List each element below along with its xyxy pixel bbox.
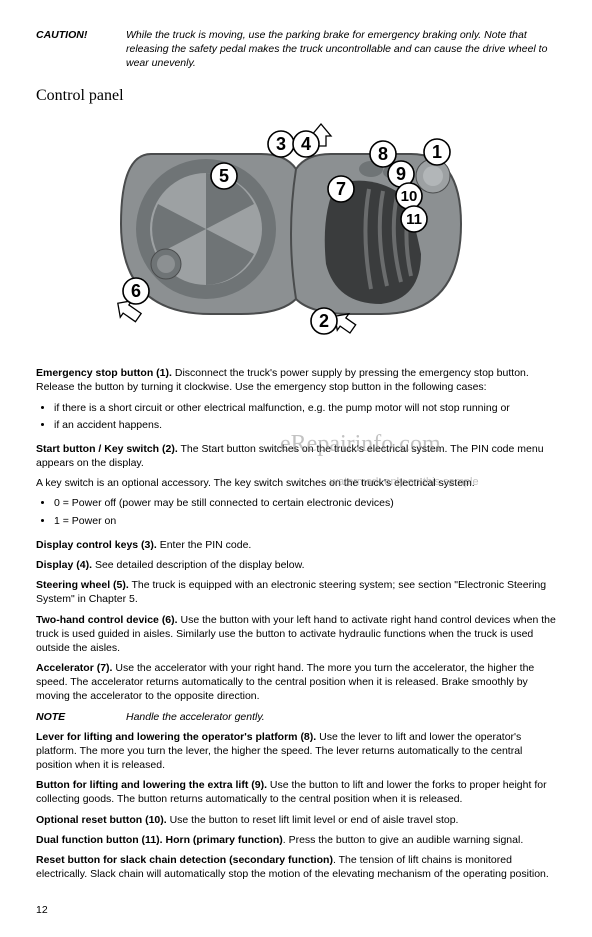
item-5-head: Steering wheel (5). <box>36 579 129 591</box>
item-2-bullets: 0 = Power off (power may be still connec… <box>36 496 556 527</box>
svg-text:2: 2 <box>319 311 329 331</box>
item-3: Display control keys (3). Enter the PIN … <box>36 538 556 552</box>
callout-7: 7 <box>328 176 354 202</box>
svg-text:9: 9 <box>396 164 406 184</box>
item-1-bullets: if there is a short circuit or other ele… <box>36 401 556 432</box>
item-8: Lever for lifting and lowering the opera… <box>36 730 556 773</box>
svg-text:1: 1 <box>432 142 442 162</box>
caution-label: CAUTION! <box>36 28 126 71</box>
callout-10: 10 <box>396 183 422 209</box>
item-4-text: See detailed description of the display … <box>92 559 304 571</box>
item-11: Dual function button (11). Horn (primary… <box>36 833 556 847</box>
item-3-head: Display control keys (3). <box>36 539 157 551</box>
control-panel-svg: 1 2 3 4 5 6 7 8 9 10 11 <box>111 114 481 344</box>
item-9: Button for lifting and lowering the extr… <box>36 778 556 806</box>
item-2b: A key switch is an optional accessory. T… <box>36 476 556 490</box>
note-label: NOTE <box>36 710 126 724</box>
item-12: Reset button for slack chain detection (… <box>36 853 556 881</box>
callout-1: 1 <box>424 139 450 165</box>
callout-3: 3 <box>268 131 294 157</box>
item-3-text: Enter the PIN code. <box>157 539 252 551</box>
control-panel-figure: 1 2 3 4 5 6 7 8 9 10 11 <box>36 114 556 348</box>
item-10-text: Use the button to reset lift limit level… <box>167 814 459 826</box>
page-number: 12 <box>36 903 556 917</box>
caution-text: While the truck is moving, use the parki… <box>126 28 556 71</box>
bullet: if an accident happens. <box>54 418 556 432</box>
section-title: Control panel <box>36 85 556 107</box>
item-7: Accelerator (7). Use the accelerator wit… <box>36 661 556 704</box>
callout-2: 2 <box>311 308 337 334</box>
note-text: Handle the accelerator gently. <box>126 710 556 724</box>
item-11b: . Press the button to give an audible wa… <box>283 834 524 846</box>
item-10-head: Optional reset button (10). <box>36 814 167 826</box>
item-4-head: Display (4). <box>36 559 92 571</box>
item-11-head: Dual function button (11). <box>36 834 163 846</box>
item-2-head: Start button / Key switch (2). <box>36 443 178 455</box>
item-12-head: Reset button for slack chain detection (… <box>36 854 333 866</box>
item-11a: Horn (primary function) <box>163 834 283 846</box>
svg-text:6: 6 <box>131 281 141 301</box>
item-2: Start button / Key switch (2). The Start… <box>36 442 556 470</box>
svg-text:4: 4 <box>301 134 311 154</box>
item-8-head: Lever for lifting and lowering the opera… <box>36 731 316 743</box>
item-1: Emergency stop button (1). Disconnect th… <box>36 366 556 394</box>
item-9-head: Button for lifting and lowering the extr… <box>36 779 267 791</box>
note-block: NOTE Handle the accelerator gently. <box>36 710 556 724</box>
callout-5: 5 <box>211 163 237 189</box>
callout-6: 6 <box>123 278 149 304</box>
callout-8: 8 <box>370 141 396 167</box>
bullet: 1 = Power on <box>54 514 556 528</box>
item-6: Two-hand control device (6). Use the but… <box>36 613 556 656</box>
item-10: Optional reset button (10). Use the butt… <box>36 813 556 827</box>
item-6-head: Two-hand control device (6). <box>36 614 178 626</box>
svg-text:3: 3 <box>276 134 286 154</box>
item-5: Steering wheel (5). The truck is equippe… <box>36 578 556 606</box>
caution-block: CAUTION! While the truck is moving, use … <box>36 28 556 71</box>
svg-text:5: 5 <box>219 166 229 186</box>
svg-text:8: 8 <box>378 144 388 164</box>
item-7-head: Accelerator (7). <box>36 662 112 674</box>
svg-text:7: 7 <box>336 179 346 199</box>
svg-text:10: 10 <box>401 188 418 205</box>
item-1-head: Emergency stop button (1). <box>36 367 172 379</box>
bullet: 0 = Power off (power may be still connec… <box>54 496 556 510</box>
svg-text:11: 11 <box>406 211 422 228</box>
callout-4: 4 <box>293 131 319 157</box>
bullet: if there is a short circuit or other ele… <box>54 401 556 415</box>
callout-11: 11 <box>401 206 427 232</box>
item-4: Display (4). See detailed description of… <box>36 558 556 572</box>
